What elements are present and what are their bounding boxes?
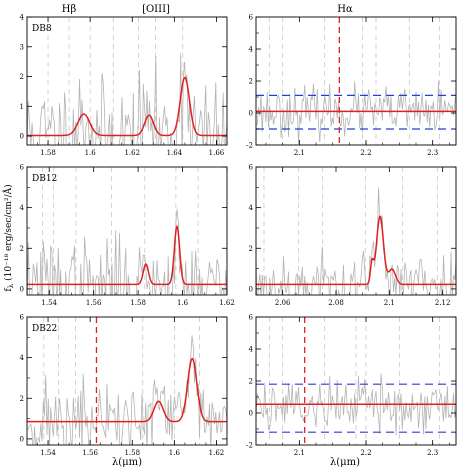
axes-frame <box>26 16 228 146</box>
x-tick-label: 1.56 <box>82 449 98 457</box>
x-tick-label: 2.1 <box>384 299 395 307</box>
x-tick-label: 1.54 <box>41 299 57 307</box>
x-tick-label: 1.6 <box>85 149 97 157</box>
y-tick-label: 0 <box>20 133 24 141</box>
y-tick-label: 6 <box>249 314 254 322</box>
x-tick-label: 1.58 <box>124 449 140 457</box>
axes-frame <box>26 316 228 446</box>
x-axis-label-right: λ(μm) <box>330 457 360 468</box>
y-tick-label: 2 <box>20 245 24 253</box>
y-axis-label-f: f <box>4 288 14 292</box>
y-tick-label: 2 <box>249 245 253 253</box>
spectrum-series <box>256 81 456 144</box>
x-tick-label: 1.62 <box>209 449 225 457</box>
plot-area <box>27 167 227 295</box>
y-tick-label: 0 <box>249 410 253 418</box>
y-tick-label: 6 <box>20 164 25 172</box>
y-axis-label-units: (10⁻¹⁸ erg/sec/cm²/Å) <box>2 184 14 280</box>
x-tick-label: 2.2 <box>360 449 371 457</box>
y-tick-label: 2 <box>249 78 253 86</box>
y-tick-label: 4 <box>20 204 25 212</box>
panel-top-left: 1.58 1.6 1.62 1.64 1.66 0 1 2 3 4 DB8 <box>20 14 228 157</box>
x-tick-label: 2.12 <box>435 299 451 307</box>
panel-middle-left: 1.54 1.56 1.58 1.6 1.62 0 2 4 6 DB12 <box>20 164 235 308</box>
y-tick-label: -2 <box>246 142 253 150</box>
panel-label: DB12 <box>32 174 57 184</box>
x-tick-label: 1.56 <box>86 299 102 307</box>
y-tick-label: 6 <box>20 314 25 322</box>
y-tick-label: 0 <box>249 285 253 293</box>
spectrum-series <box>27 335 227 445</box>
axes-frame <box>255 166 457 296</box>
x-tick-label: 2.3 <box>427 149 438 157</box>
x-tick-label: 2.06 <box>275 299 291 307</box>
header-halpha: Hα <box>337 4 353 15</box>
plot-area <box>256 317 456 445</box>
x-tick-label: 1.6 <box>177 299 189 307</box>
plot-area <box>256 167 456 295</box>
y-tick-label: 4 <box>249 346 254 354</box>
y-tick-label: 0 <box>249 110 253 118</box>
model-fit-series <box>27 357 227 423</box>
x-tick-label: 1.6 <box>169 449 181 457</box>
y-tick-label: 4 <box>249 204 254 212</box>
x-tick-label: 2.1 <box>294 449 305 457</box>
spectrum-series <box>27 53 227 145</box>
y-tick-label: -2 <box>246 442 253 450</box>
spectrum-series <box>256 373 456 436</box>
x-tick-label: 2.08 <box>328 299 344 307</box>
y-tick-label: 6 <box>249 164 254 172</box>
y-tick-label: 2 <box>20 73 24 81</box>
y-tick-label: 0 <box>20 285 24 293</box>
panel-label: DB8 <box>32 24 52 34</box>
x-tick-label: 1.54 <box>40 449 56 457</box>
panel-top-right: 2.1 2.2 2.3 -2 0 2 4 6 <box>246 14 457 157</box>
model-fit-series <box>256 215 456 286</box>
y-tick-label: 2 <box>249 378 253 386</box>
y-tick-label: 2 <box>20 395 24 403</box>
x-tick-label: 2.1 <box>294 149 305 157</box>
x-tick-label: 1.62 <box>219 299 235 307</box>
panel-middle-right: 2.06 2.08 2.1 2.12 0 2 4 6 <box>249 164 457 307</box>
svg-text:fλ(10⁻¹⁸ erg/sec/cm²/Å): fλ (10⁻¹⁸ erg/sec/cm²/Å) <box>2 184 15 291</box>
panel-bottom-right: 2.1 2.2 2.3 -2 0 2 4 6 <box>246 314 457 457</box>
model-fit-series <box>27 76 227 137</box>
panel-bottom-left: 1.54 1.56 1.58 1.6 1.62 0 2 4 6 DB22 <box>20 314 228 457</box>
plot-area <box>27 17 227 145</box>
x-tick-label: 2.3 <box>427 449 438 457</box>
y-tick-label: 0 <box>20 435 24 443</box>
plot-area <box>27 317 227 445</box>
x-tick-label: 1.64 <box>167 149 183 157</box>
model-fit-series <box>27 225 227 286</box>
x-axis-label-left: λ(μm) <box>112 457 142 468</box>
y-tick-label: 4 <box>20 354 25 362</box>
x-tick-label: 1.58 <box>40 149 56 157</box>
plot-area <box>256 17 456 145</box>
header-hbeta: Hβ <box>62 4 77 15</box>
x-tick-label: 1.58 <box>130 299 146 307</box>
x-tick-label: 1.66 <box>209 149 225 157</box>
x-tick-label: 1.62 <box>124 149 140 157</box>
y-tick-label: 1 <box>20 103 24 111</box>
y-tick-label: 6 <box>249 14 254 22</box>
header-oiii: [OIII] <box>142 4 170 15</box>
spectrum-series <box>256 187 456 295</box>
y-tick-label: 4 <box>20 14 25 22</box>
x-tick-label: 2.2 <box>360 149 371 157</box>
y-tick-label: 3 <box>20 43 24 51</box>
panel-label: DB22 <box>32 324 57 334</box>
spectrum-series <box>27 208 227 295</box>
y-axis-label-sub: λ <box>7 283 15 288</box>
y-axis-label: fλ (10⁻¹⁸ erg/sec/cm²/Å) <box>2 184 15 291</box>
y-tick-label: 4 <box>249 46 254 54</box>
